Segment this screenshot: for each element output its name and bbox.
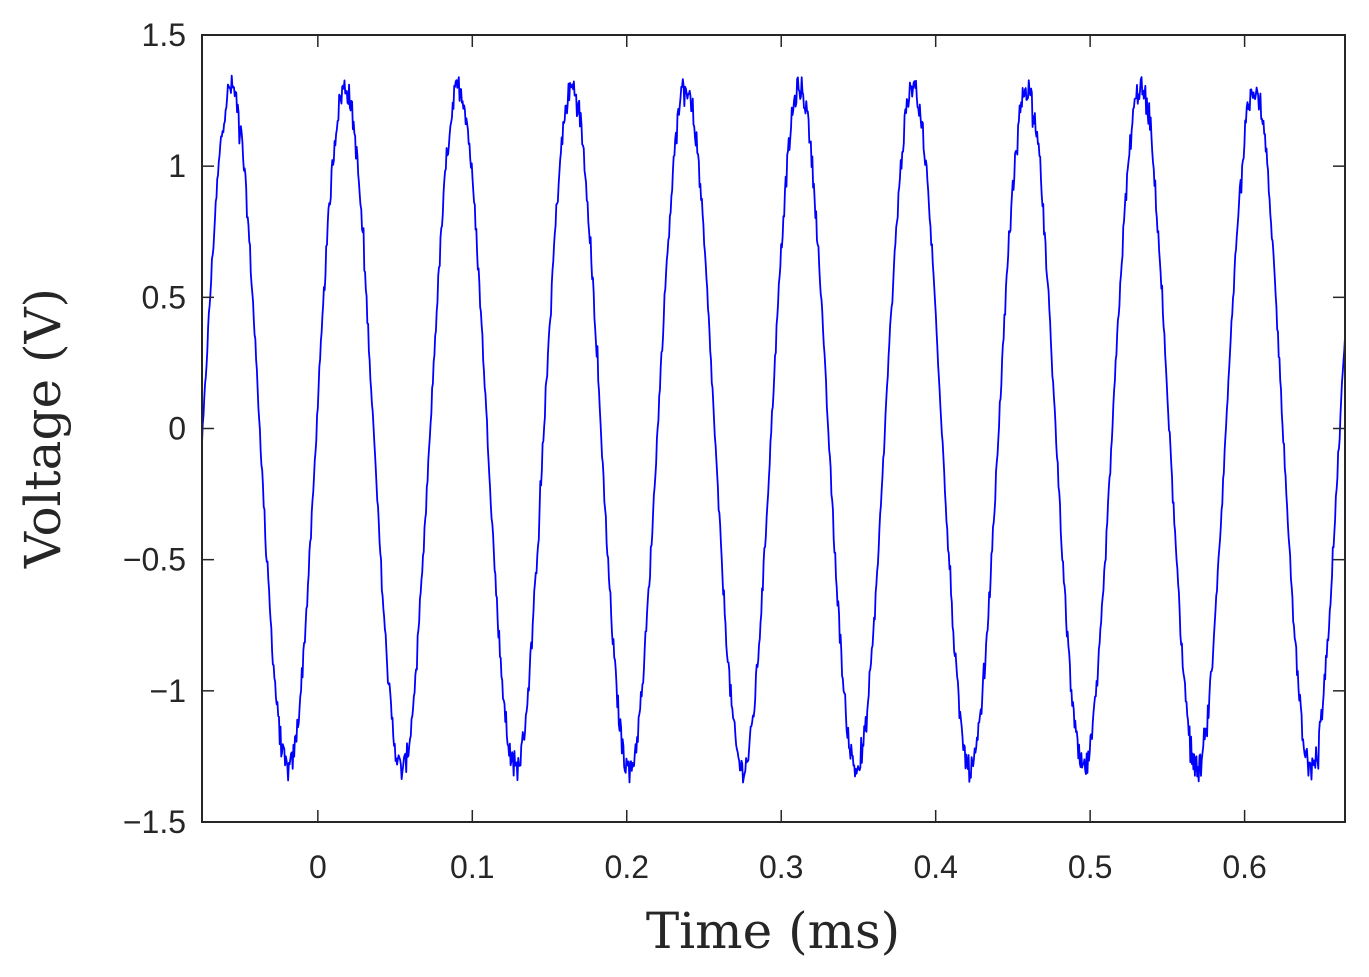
x-tick-label: 0.3	[759, 849, 803, 885]
y-tick-label: −1	[150, 673, 186, 709]
y-tick-label: −0.5	[123, 542, 186, 578]
x-axis-label: Time (ms)	[646, 902, 900, 960]
y-axis-label: Voltage (V)	[14, 288, 72, 569]
y-tick-label: 1.5	[142, 17, 186, 53]
series-line	[202, 74, 1345, 784]
y-tick-label: 0	[168, 411, 186, 447]
x-tick-label: 0.1	[450, 849, 494, 885]
series-layer	[202, 74, 1345, 784]
y-tick-label: 0.5	[142, 279, 186, 315]
x-tick-label: 0.4	[913, 849, 957, 885]
y-tick-label: 1	[168, 148, 186, 184]
y-ticks: −1.5 −1 −0.5 0 0.5 1 1.5	[123, 17, 1345, 840]
x-tick-label: 0.5	[1068, 849, 1112, 885]
x-ticks: 0 0.1 0.2 0.3 0.4 0.5 0.6	[309, 35, 1267, 885]
x-tick-label: 0	[309, 849, 327, 885]
y-tick-label: −1.5	[123, 804, 186, 840]
x-tick-label: 0.6	[1222, 849, 1266, 885]
x-tick-label: 0.2	[605, 849, 649, 885]
